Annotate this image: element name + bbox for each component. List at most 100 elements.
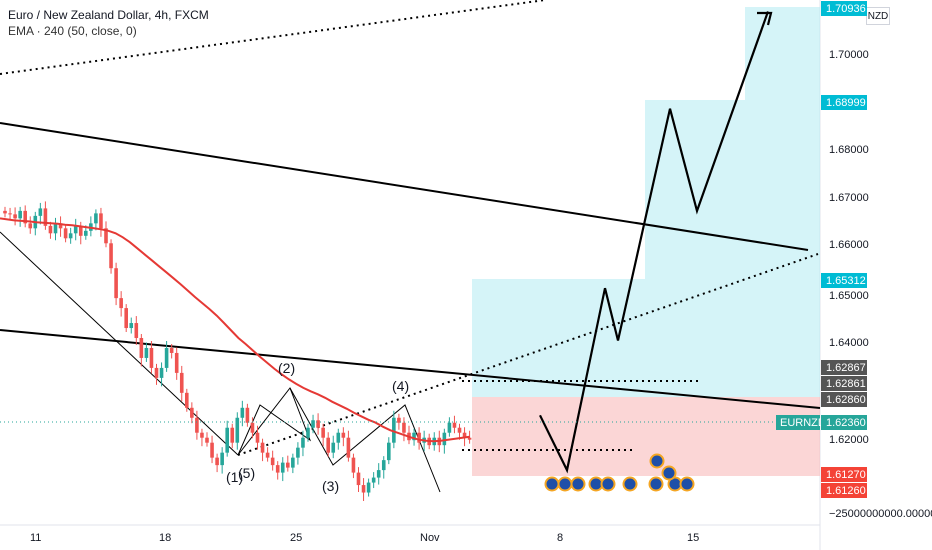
candle-body bbox=[356, 472, 361, 486]
candle-body bbox=[250, 422, 255, 433]
candle-body bbox=[13, 214, 17, 219]
event-flag-icon[interactable] bbox=[544, 476, 560, 492]
candle-body bbox=[185, 392, 189, 408]
indicator-legend[interactable]: EMA · 240 (50, close, 0) bbox=[8, 24, 137, 38]
candle-body bbox=[225, 427, 229, 453]
event-flag-icon[interactable] bbox=[570, 476, 586, 492]
price-badges: 1.70936 1.68999 1.65312 1.62867 1.62861 … bbox=[776, 1, 867, 498]
candle-body bbox=[321, 427, 325, 438]
candle-body bbox=[311, 420, 315, 428]
x-tick-label: 18 bbox=[159, 532, 171, 544]
candle-body bbox=[164, 347, 169, 368]
badge-bg bbox=[821, 95, 867, 110]
candle-body bbox=[8, 213, 12, 215]
x-axis: 11 18 25 Nov 8 15 bbox=[30, 532, 699, 544]
candle-body bbox=[286, 462, 290, 468]
candle-body bbox=[210, 442, 214, 458]
y-axis: 1.70000 1.68000 1.67000 1.66000 1.65000 … bbox=[829, 49, 932, 520]
wave-label-5: (5) bbox=[238, 465, 255, 481]
candle-body bbox=[68, 233, 73, 239]
badge-bg bbox=[821, 483, 867, 498]
target-zone-1 bbox=[472, 279, 820, 397]
candle-body bbox=[255, 432, 260, 443]
chart-title: Euro / New Zealand Dollar, 4h, FXCM bbox=[8, 8, 209, 22]
candle-body bbox=[301, 437, 305, 448]
x-tick-label: Nov bbox=[420, 532, 440, 544]
candle-body bbox=[230, 427, 235, 443]
candle-body bbox=[397, 417, 401, 423]
candle-body bbox=[366, 482, 371, 493]
candle-body bbox=[291, 457, 295, 468]
event-flag-icon[interactable] bbox=[648, 476, 664, 492]
candle-body bbox=[195, 417, 199, 433]
candle-body bbox=[154, 367, 159, 378]
candle-body bbox=[104, 228, 108, 244]
badge-text: 1.68999 bbox=[826, 97, 866, 109]
candle-body bbox=[149, 347, 154, 368]
event-flag-icon[interactable] bbox=[557, 476, 573, 492]
candle-body bbox=[447, 422, 452, 433]
candle-body bbox=[417, 432, 421, 443]
candle-body bbox=[371, 477, 376, 483]
candle-body bbox=[316, 420, 320, 428]
candle-body bbox=[38, 208, 43, 216]
event-flag-icon[interactable] bbox=[661, 465, 677, 481]
y-tick-label: 1.67000 bbox=[829, 192, 869, 204]
candle-body bbox=[270, 457, 275, 466]
x-tick-label: 8 bbox=[557, 532, 563, 544]
candle-body bbox=[402, 422, 406, 433]
candle-body bbox=[245, 407, 250, 423]
candle-body bbox=[376, 470, 381, 478]
badge-bg bbox=[821, 376, 867, 391]
wave-label-1: (1) bbox=[226, 469, 243, 485]
candle-body bbox=[306, 427, 310, 438]
candle-body bbox=[240, 407, 245, 418]
event-flag-icon[interactable] bbox=[679, 476, 695, 492]
badge-bg bbox=[821, 467, 867, 482]
candle-body bbox=[220, 452, 224, 466]
candle-body bbox=[331, 442, 336, 453]
trendline-upper bbox=[0, 122, 809, 251]
candle-body bbox=[58, 223, 63, 229]
badge-text: 1.62860 bbox=[826, 394, 866, 406]
x-tick-label: 15 bbox=[687, 532, 699, 544]
candle-body bbox=[99, 213, 103, 229]
candle-body bbox=[78, 225, 83, 236]
candle-body bbox=[43, 208, 48, 226]
candle-body bbox=[205, 437, 209, 443]
candle-body bbox=[452, 422, 457, 428]
badge-bg bbox=[821, 1, 867, 16]
badge-text: 1.62861 bbox=[826, 378, 866, 390]
candle-body bbox=[462, 432, 467, 438]
y-tick-label: 1.65000 bbox=[829, 290, 869, 302]
candle-body bbox=[159, 367, 164, 378]
wave-label-2: (2) bbox=[278, 360, 295, 376]
candle-body bbox=[18, 210, 22, 219]
event-flag-icon[interactable] bbox=[622, 476, 638, 492]
event-flag-icon[interactable] bbox=[649, 453, 665, 469]
candle-body bbox=[351, 457, 356, 473]
stop-zone bbox=[472, 397, 820, 476]
candle-body bbox=[53, 223, 58, 234]
projection-path bbox=[539, 11, 770, 474]
candle-body bbox=[63, 228, 68, 239]
event-flag-icon[interactable] bbox=[600, 476, 616, 492]
candle-body bbox=[114, 268, 118, 299]
candle-body bbox=[235, 417, 240, 443]
economic-events[interactable] bbox=[544, 453, 695, 492]
y-tick-label: 1.70000 bbox=[829, 49, 869, 61]
candle-body bbox=[124, 308, 128, 329]
badge-bg bbox=[821, 273, 867, 288]
badge-text: 1.62867 bbox=[826, 362, 866, 374]
symbol-tag-text: EURNZD bbox=[780, 417, 826, 429]
candle-body bbox=[139, 338, 144, 358]
target-zone-3 bbox=[745, 7, 820, 100]
candle-body bbox=[412, 432, 416, 441]
candle-body bbox=[215, 457, 219, 466]
candle-body bbox=[144, 347, 149, 358]
candle-body bbox=[326, 437, 330, 453]
wave-diagonal bbox=[0, 231, 239, 456]
candle-body bbox=[341, 432, 346, 438]
candle-body bbox=[3, 210, 7, 214]
